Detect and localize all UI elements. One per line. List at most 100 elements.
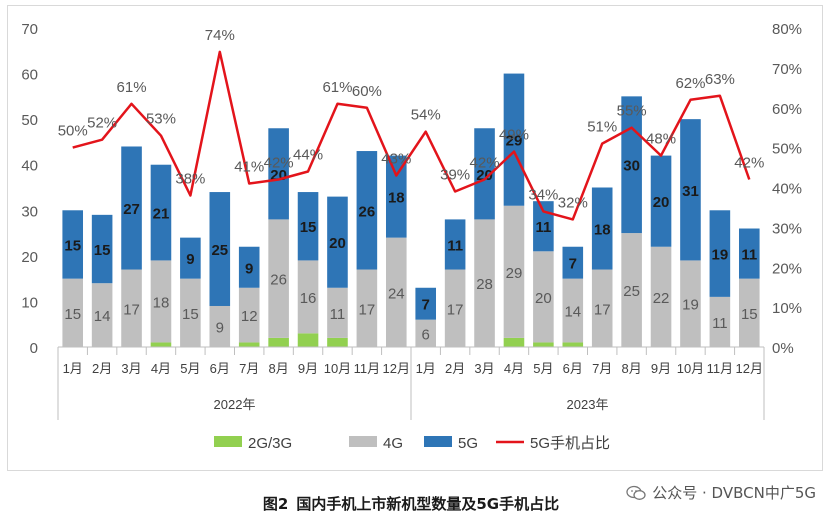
bar-4g [680, 260, 701, 347]
bar-2g-3g [562, 342, 584, 347]
x-tick-label: 10月 [677, 361, 704, 376]
data-label-4g: 25 [623, 283, 640, 300]
bar-5g [444, 219, 466, 270]
bar-4g [503, 205, 525, 338]
data-label-5g-share: 62% [675, 75, 705, 92]
y-left-tick-label: 30 [21, 203, 38, 220]
bar-4g [650, 246, 672, 347]
y-right-tick-label: 0% [772, 340, 794, 357]
bar-5g [268, 128, 289, 220]
data-label-5g: 30 [623, 158, 640, 175]
source-text: 公众号 · DVBCN中广5G [652, 484, 816, 502]
data-label-5g: 25 [211, 242, 228, 259]
data-label-5g-share: 48% [646, 131, 676, 148]
data-label-5g: 11 [741, 247, 757, 264]
data-label-4g: 15 [741, 306, 758, 323]
bar-5g [709, 210, 731, 297]
data-label-5g-share: 34% [528, 186, 558, 203]
data-label-4g: 17 [359, 301, 376, 318]
x-tick-label: 2月 [92, 361, 112, 376]
data-label-5g-share: 42% [264, 155, 294, 172]
bar-4g [327, 287, 348, 338]
data-label-5g: 29 [506, 133, 523, 150]
y-left-tick-label: 20 [21, 249, 38, 266]
data-label-4g: 28 [476, 276, 493, 293]
bar-2g-3g [503, 337, 525, 347]
bar-5g [180, 237, 201, 279]
data-label-4g: 14 [564, 304, 581, 321]
data-label-5g-share: 63% [705, 71, 735, 88]
bar-4g [238, 287, 260, 343]
data-label-5g-share: 43% [381, 151, 411, 168]
data-label-5g: 7 [569, 256, 577, 273]
x-tick-label: 10月 [324, 361, 351, 376]
wechat-icon [626, 485, 646, 500]
bar-5g [650, 155, 672, 247]
x-tick-label: 4月 [151, 361, 171, 376]
bar-4g [297, 260, 319, 334]
data-label-5g: 11 [535, 219, 551, 236]
y-left-tick-label: 10 [21, 294, 38, 311]
data-label-5g: 31 [682, 183, 699, 200]
data-label-4g: 24 [388, 285, 405, 302]
bar-5g [415, 287, 437, 320]
data-label-5g: 15 [94, 242, 111, 259]
y-left-tick-label: 60 [21, 67, 38, 84]
data-label-5g: 9 [245, 260, 253, 277]
data-label-5g-share: 60% [352, 83, 382, 100]
data-label-5g: 21 [153, 206, 170, 223]
bar-4g [562, 278, 584, 343]
data-label-5g: 9 [186, 251, 194, 268]
x-tick-label: 4月 [504, 361, 524, 376]
y-right-tick-label: 70% [772, 61, 802, 78]
data-label-4g: 14 [94, 308, 111, 325]
bar-5g [209, 192, 231, 306]
data-label-4g: 12 [241, 308, 258, 325]
legend-swatch [214, 436, 242, 447]
data-label-4g: 6 [422, 326, 430, 343]
data-label-5g: 11 [447, 237, 463, 254]
y-left-tick-label: 0 [30, 340, 38, 357]
data-label-4g: 19 [682, 297, 699, 314]
data-label-5g: 7 [422, 297, 430, 314]
bar-2g-3g [238, 342, 260, 347]
bar-5g [238, 246, 260, 288]
figure-caption: 图2 国内手机上市新机型数量及5G手机占比 [0, 493, 830, 514]
data-label-5g-share: 50% [58, 123, 88, 140]
bar-4g [150, 260, 172, 343]
data-label-4g: 20 [535, 290, 552, 307]
data-label-4g: 29 [506, 265, 523, 282]
data-label-4g: 9 [216, 319, 224, 336]
data-label-5g: 26 [359, 203, 376, 220]
data-label-5g-share: 51% [587, 119, 617, 136]
y-left-tick-label: 70 [21, 21, 38, 38]
x-tick-label: 11月 [707, 361, 734, 376]
data-label-5g-share: 41% [234, 159, 264, 176]
x-tick-label: 12月 [736, 361, 763, 376]
x-tick-label: 11月 [354, 361, 381, 376]
data-label-5g: 27 [123, 201, 140, 218]
data-label-4g: 11 [330, 306, 346, 323]
bar-5g [121, 146, 142, 270]
x-tick-label: 9月 [651, 361, 671, 376]
bar-4g [121, 269, 142, 347]
x-tick-label: 2月 [445, 361, 465, 376]
year-label: 2022年 [214, 397, 256, 412]
bar-5g [356, 151, 378, 270]
x-tick-label: 1月 [416, 361, 436, 376]
data-label-5g: 18 [594, 222, 611, 239]
bar-4g [268, 219, 289, 338]
bar-5g [503, 73, 525, 206]
figure-number: 图2 [262, 495, 289, 513]
bar-5g [591, 187, 613, 270]
bar-5g [562, 246, 584, 279]
legend-label: 5G [458, 435, 478, 452]
y-right-tick-label: 80% [772, 21, 802, 38]
bar-5g [297, 192, 319, 261]
data-label-5g-share: 53% [146, 111, 176, 128]
y-right-tick-label: 10% [772, 300, 802, 317]
data-label-4g: 11 [712, 315, 728, 332]
bar-5g [680, 119, 701, 261]
data-label-4g: 15 [64, 306, 81, 323]
bar-2g-3g [327, 337, 348, 347]
